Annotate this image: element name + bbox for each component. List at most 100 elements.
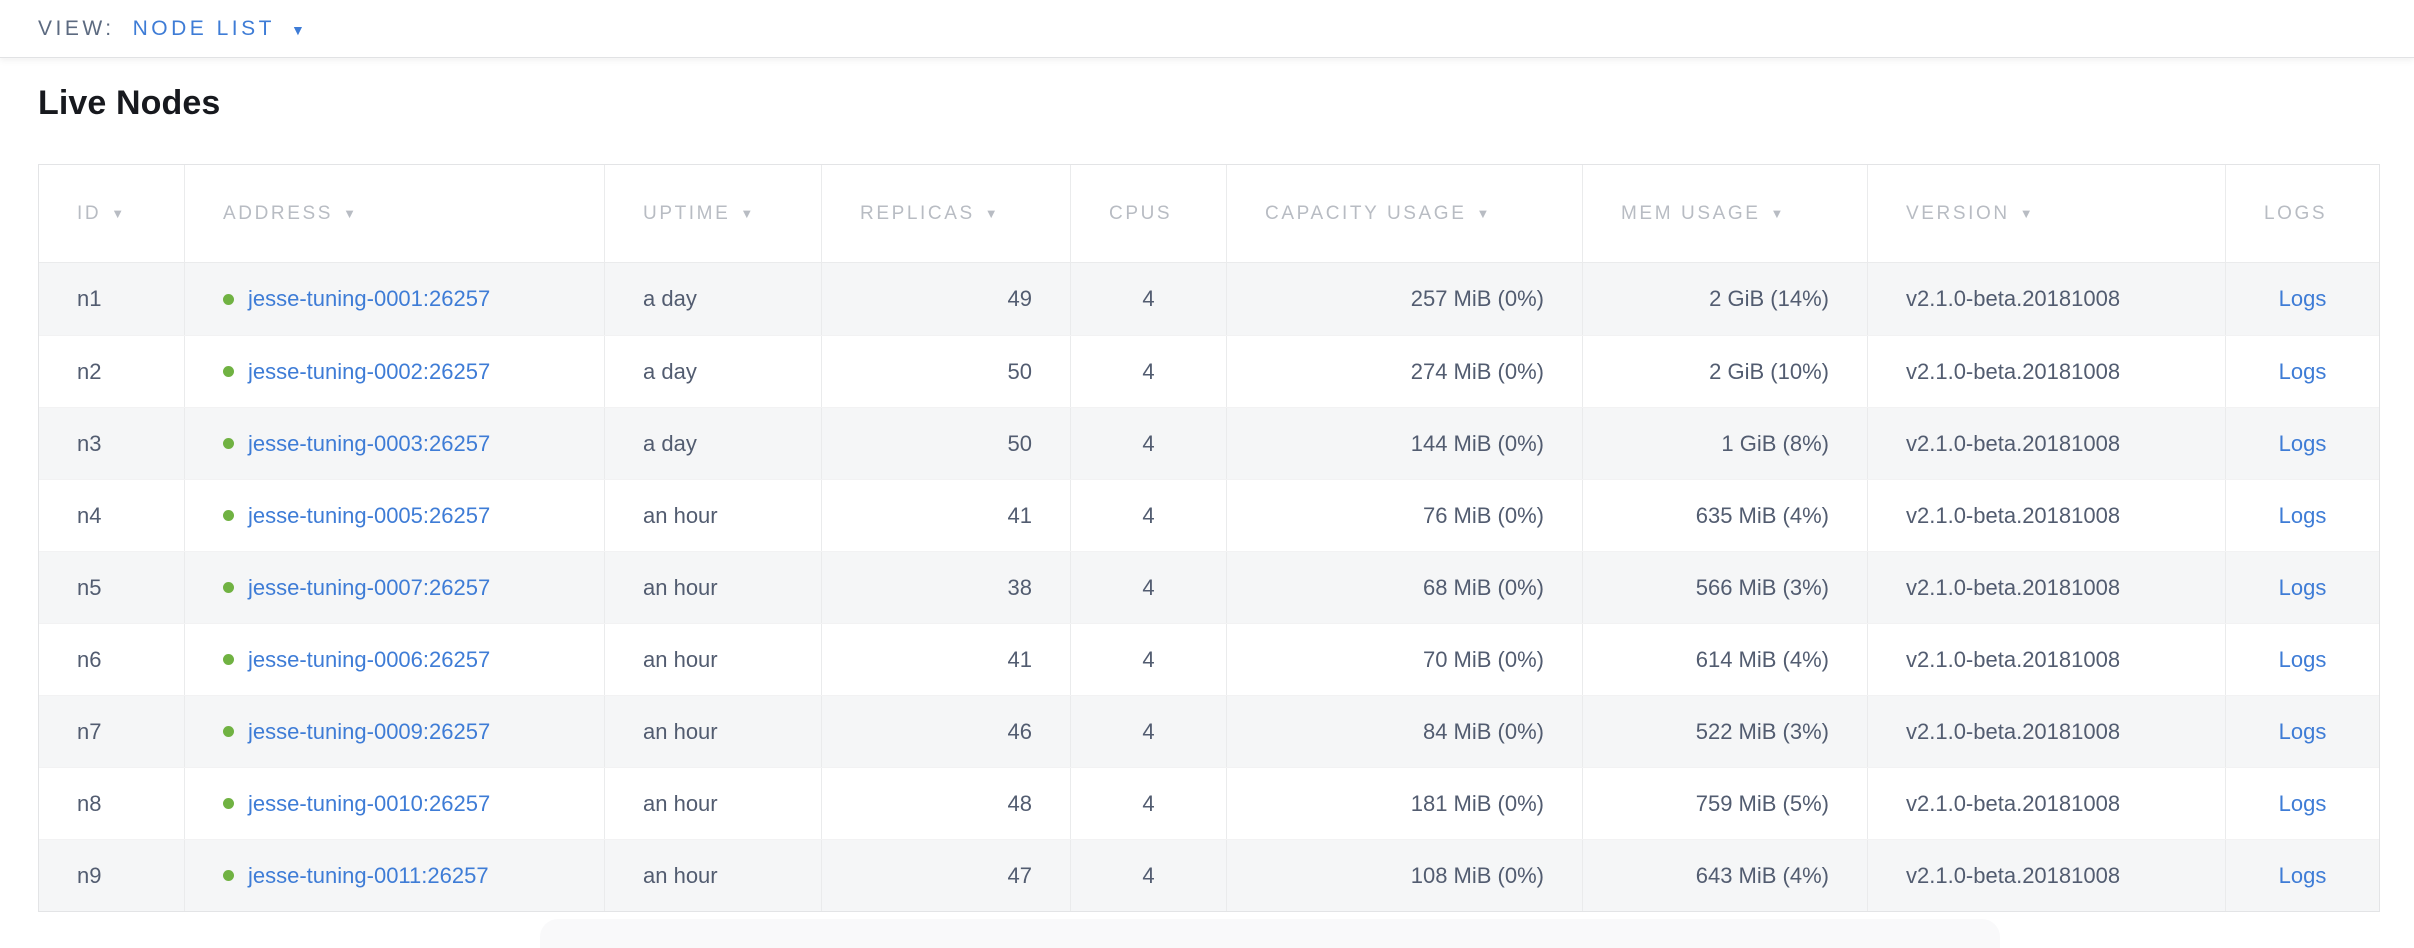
logs-link[interactable]: Logs: [2278, 502, 2327, 528]
cell-text: 76 MiB (0%): [1422, 502, 1544, 528]
cell-capacity: 144 MiB (0%): [1227, 408, 1583, 480]
node-address-link[interactable]: jesse-tuning-0002:26257: [248, 358, 491, 384]
cell-text: 4: [1142, 718, 1155, 744]
cell-replicas: 48: [822, 768, 1071, 840]
node-address-link[interactable]: jesse-tuning-0010:26257: [248, 790, 491, 816]
cell-version: v2.1.0-beta.20181008: [1868, 336, 2226, 408]
cell-text: 614 MiB (4%): [1695, 646, 1829, 672]
column-header-version[interactable]: VERSION ▼: [1868, 165, 2226, 263]
logs-link[interactable]: Logs: [2278, 646, 2327, 672]
live-nodes-table: ID ▼ ADDRESS ▼ UPTIME ▼ REPLICAS ▼ CPUS CAPACITY …: [38, 164, 2380, 913]
cell-uptime: an hour: [605, 768, 822, 840]
table-header-row: ID ▼ ADDRESS ▼ UPTIME ▼ REPLICAS ▼ CPUS CAPACITY …: [39, 165, 2379, 264]
cell-uptime: a day: [605, 336, 822, 408]
cell-text: 38: [1007, 574, 1032, 600]
logs-link[interactable]: Logs: [2278, 430, 2327, 456]
column-header-label: ID: [77, 202, 102, 224]
node-address-link[interactable]: jesse-tuning-0006:26257: [248, 646, 491, 672]
cell-id: n8: [39, 768, 185, 840]
cell-text: 68 MiB (0%): [1422, 574, 1544, 600]
sort-desc-icon: ▼: [111, 206, 125, 222]
cell-address: jesse-tuning-0001:26257: [185, 263, 605, 336]
cell-text: 108 MiB (0%): [1410, 862, 1544, 888]
node-address-link[interactable]: jesse-tuning-0003:26257: [248, 430, 491, 456]
sort-desc-icon: ▼: [343, 206, 356, 222]
table-row: n6 jesse-tuning-0006:26257 an hour 41 4 70 Mi…: [39, 623, 2379, 696]
node-live-status-dot-icon: [223, 798, 234, 810]
cell-text: 48: [1007, 790, 1032, 816]
cell-logs: Logs: [2226, 624, 2379, 695]
cell-cpus: 4: [1071, 552, 1227, 624]
cell-text: v2.1.0-beta.20181008: [1906, 718, 2121, 744]
cell-version: v2.1.0-beta.20181008: [1868, 696, 2226, 768]
cell-capacity: 70 MiB (0%): [1227, 624, 1583, 696]
cell-text: 522 MiB (3%): [1695, 718, 1829, 744]
cell-text: n2: [77, 358, 102, 384]
table-row: n4 jesse-tuning-0005:26257 an hour 41 4 76 Mi…: [39, 479, 2379, 552]
next-section-top-edge: [540, 919, 2000, 948]
table-row: n1 jesse-tuning-0001:26257 a day 49 4 257 MiB…: [39, 263, 2379, 336]
column-header-replicas[interactable]: REPLICAS ▼: [822, 165, 1071, 263]
column-header-uptime[interactable]: UPTIME ▼: [605, 165, 822, 263]
view-dropdown[interactable]: NODE LIST ▼: [133, 17, 305, 41]
cell-text: v2.1.0-beta.20181008: [1906, 574, 2121, 600]
cell-text: 643 MiB (4%): [1695, 862, 1829, 888]
node-address-link[interactable]: jesse-tuning-0005:26257: [248, 502, 491, 528]
cell-text: 4: [1142, 646, 1155, 672]
cell-logs: Logs: [2226, 263, 2379, 335]
column-header-mem[interactable]: MEM USAGE ▼: [1583, 165, 1868, 263]
cell-text: an hour: [643, 862, 718, 888]
node-live-status-dot-icon: [223, 293, 234, 305]
cell-address: jesse-tuning-0002:26257: [185, 336, 605, 408]
column-header-capacity[interactable]: CAPACITY USAGE ▼: [1227, 165, 1583, 263]
cell-text: v2.1.0-beta.20181008: [1906, 358, 2121, 384]
column-header-label: VERSION: [1906, 202, 2010, 224]
cell-address: jesse-tuning-0011:26257: [185, 840, 605, 912]
sort-desc-icon: ▼: [1770, 206, 1784, 222]
cell-replicas: 50: [822, 408, 1071, 480]
cell-text: an hour: [643, 502, 718, 528]
cell-mem: 522 MiB (3%): [1583, 696, 1868, 768]
cell-text: a day: [643, 358, 697, 384]
logs-link[interactable]: Logs: [2278, 862, 2327, 888]
column-header-address[interactable]: ADDRESS ▼: [185, 165, 605, 263]
column-header-id[interactable]: ID ▼: [39, 165, 185, 263]
cell-cpus: 4: [1071, 336, 1227, 408]
cell-cpus: 4: [1071, 768, 1227, 840]
node-live-status-dot-icon: [223, 654, 234, 666]
table-row: n5 jesse-tuning-0007:26257 an hour 38 4 68 Mi…: [39, 551, 2379, 624]
cell-logs: Logs: [2226, 768, 2379, 839]
node-address-link[interactable]: jesse-tuning-0007:26257: [248, 574, 491, 600]
logs-link[interactable]: Logs: [2278, 790, 2327, 816]
cell-text: an hour: [643, 790, 718, 816]
cell-version: v2.1.0-beta.20181008: [1868, 552, 2226, 624]
cell-logs: Logs: [2226, 552, 2379, 623]
cell-text: 41: [1007, 646, 1032, 672]
node-live-status-dot-icon: [223, 510, 234, 522]
cell-uptime: an hour: [605, 840, 822, 912]
node-address-link[interactable]: jesse-tuning-0009:26257: [248, 718, 491, 744]
cell-uptime: a day: [605, 263, 822, 336]
cell-uptime: an hour: [605, 552, 822, 624]
cell-mem: 643 MiB (4%): [1583, 840, 1868, 912]
cell-version: v2.1.0-beta.20181008: [1868, 624, 2226, 696]
column-header-label: UPTIME: [643, 202, 731, 224]
logs-link[interactable]: Logs: [2278, 286, 2327, 312]
cell-uptime: an hour: [605, 480, 822, 552]
cell-text: 46: [1007, 718, 1032, 744]
node-address-link[interactable]: jesse-tuning-0001:26257: [248, 286, 491, 312]
cell-text: 274 MiB (0%): [1410, 358, 1544, 384]
cell-text: v2.1.0-beta.20181008: [1906, 790, 2121, 816]
logs-link[interactable]: Logs: [2278, 718, 2327, 744]
view-label: VIEW:: [38, 16, 115, 40]
cell-replicas: 49: [822, 263, 1071, 336]
cell-cpus: 4: [1071, 840, 1227, 912]
cell-text: 4: [1142, 502, 1155, 528]
node-live-status-dot-icon: [223, 870, 234, 882]
cell-text: n4: [77, 502, 102, 528]
node-address-link[interactable]: jesse-tuning-0011:26257: [248, 862, 489, 888]
logs-link[interactable]: Logs: [2278, 574, 2327, 600]
sort-desc-icon: ▼: [984, 206, 998, 222]
logs-link[interactable]: Logs: [2278, 358, 2327, 384]
cell-mem: 614 MiB (4%): [1583, 624, 1868, 696]
